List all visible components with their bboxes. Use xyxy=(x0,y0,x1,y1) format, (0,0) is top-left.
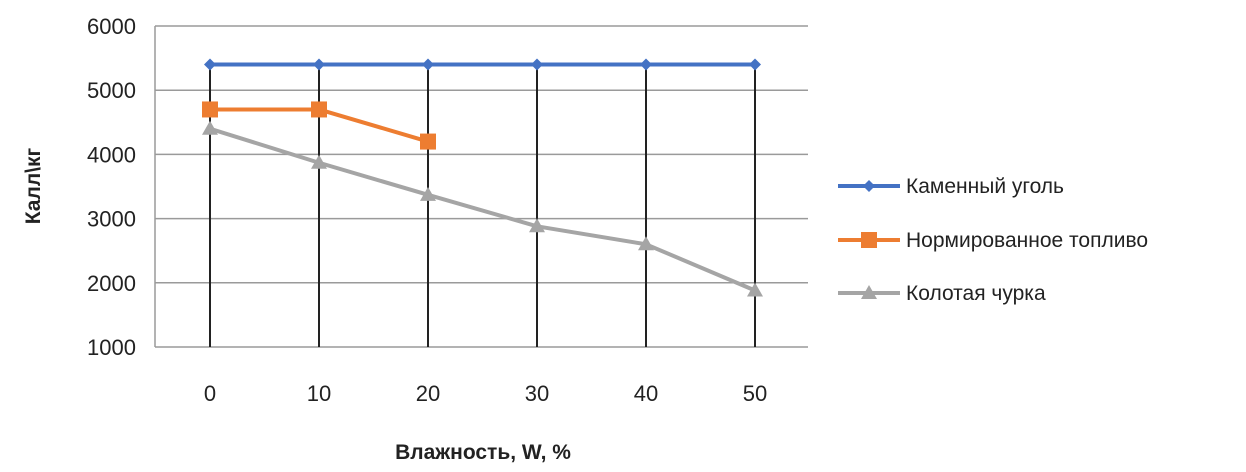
data-point xyxy=(529,218,545,233)
legend-label: Колотая чурка xyxy=(906,282,1046,305)
y-tick-label: 6000 xyxy=(87,14,136,39)
legend-label: Нормированное топливо xyxy=(906,229,1148,252)
y-tick-label: 1000 xyxy=(87,335,136,360)
data-point xyxy=(311,101,327,118)
legend-marker xyxy=(861,232,877,248)
x-tick-label: 0 xyxy=(204,381,216,406)
data-point xyxy=(202,120,218,135)
data-point xyxy=(204,58,216,71)
x-axis-title: Влажность, W, % xyxy=(395,441,571,464)
data-point xyxy=(640,58,652,71)
grid xyxy=(154,25,808,348)
y-tick-label: 2000 xyxy=(87,271,136,296)
y-axis-ticks: 1000 2000 3000 4000 5000 6000 xyxy=(87,14,136,360)
y-tick-label: 5000 xyxy=(87,78,136,103)
data-point xyxy=(422,58,434,71)
data-point xyxy=(747,282,763,297)
y-tick-label: 4000 xyxy=(87,142,136,167)
x-tick-label: 40 xyxy=(634,381,658,406)
x-tick-label: 20 xyxy=(416,381,440,406)
legend-marker xyxy=(861,285,877,299)
data-point xyxy=(420,133,436,150)
legend-label: Каменный уголь xyxy=(906,175,1064,198)
x-tick-label: 10 xyxy=(307,381,331,406)
data-point xyxy=(531,58,543,71)
x-tick-label: 30 xyxy=(525,381,549,406)
data-point xyxy=(749,58,761,71)
x-axis-ticks: 0 10 20 30 40 50 xyxy=(204,381,767,406)
data-point xyxy=(313,58,325,71)
legend-marker xyxy=(863,180,875,192)
data-point xyxy=(638,236,654,251)
y-axis-title: Калл\кг xyxy=(22,147,45,224)
series-line xyxy=(209,126,756,293)
data-point xyxy=(420,186,436,201)
legend: Каменный уголь Нормированное топливо Колот… xyxy=(838,175,1148,305)
x-tick-label: 50 xyxy=(743,381,767,406)
data-point xyxy=(202,101,218,118)
y-tick-label: 3000 xyxy=(87,207,136,232)
data-point xyxy=(311,154,327,169)
series-layer xyxy=(202,58,763,297)
